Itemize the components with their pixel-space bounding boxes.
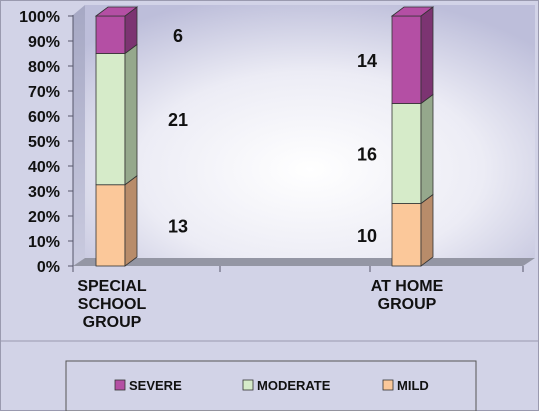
legend: SEVERE MODERATE MILD — [65, 360, 477, 411]
bar-side-face — [420, 93, 434, 205]
y-tick-label: 100% — [19, 9, 60, 26]
x-category-label: SPECIAL SCHOOL GROUP — [77, 278, 147, 331]
plot-side-wall — [73, 5, 85, 266]
legend-label: MILD — [397, 378, 429, 393]
bar-severe-1 — [94, 6, 139, 55]
y-tick-label: 50% — [28, 134, 60, 151]
y-tick-label: 40% — [28, 159, 60, 176]
legend-label: MODERATE — [257, 378, 331, 393]
data-label-severe: 14 — [357, 51, 377, 71]
data-label-mild: 13 — [168, 216, 188, 236]
bars — [94, 6, 435, 267]
bar-moderate-2 — [391, 93, 434, 205]
legend-swatch — [114, 379, 126, 391]
plot-area — [72, 5, 535, 266]
y-tick-label: 70% — [28, 84, 60, 101]
x-axis-ticks — [72, 266, 524, 272]
legend-swatch — [242, 379, 254, 391]
y-tick-label: 0% — [37, 259, 60, 276]
bar-severe-2 — [390, 6, 435, 105]
data-label-moderate: 16 — [357, 145, 377, 165]
bar-front-face — [95, 184, 126, 267]
data-labels: 13 21 6 10 16 14 — [168, 26, 377, 246]
data-label-severe: 6 — [173, 26, 183, 46]
y-tick-label: 60% — [28, 109, 60, 126]
bar-front-face — [391, 203, 422, 267]
bar-side-face — [124, 43, 138, 186]
y-tick-label: 90% — [28, 34, 60, 51]
y-axis-ticks: 0% 10% 20% 30% 40% 50% 60% 70% 80% 90% 100% — [19, 9, 73, 276]
bar-moderate-1 — [95, 43, 138, 186]
legend-item-mild: MILD — [382, 378, 429, 393]
bar-front-face — [95, 53, 126, 186]
bar-front-face — [391, 103, 422, 204]
bar-front-face — [391, 15, 422, 104]
bar-side-face — [124, 174, 138, 267]
legend-item-severe: SEVERE — [114, 378, 182, 393]
x-axis-labels: SPECIAL SCHOOL GROUP AT HOME GROUP — [77, 278, 443, 331]
bar-side-face — [420, 193, 434, 267]
legend-swatch — [382, 379, 394, 391]
y-tick-label: 20% — [28, 209, 60, 226]
y-tick-label: 80% — [28, 59, 60, 76]
bar-top-face — [94, 6, 139, 17]
legend-label: SEVERE — [129, 378, 182, 393]
plot-floor — [73, 258, 535, 266]
x-category-label: AT HOME GROUP — [371, 278, 444, 313]
bar-mild-1 — [95, 174, 138, 267]
bar-mild-2 — [391, 193, 434, 267]
legend-box — [65, 360, 477, 411]
plot-back-wall — [85, 5, 535, 258]
data-label-moderate: 21 — [168, 110, 188, 130]
y-tick-label: 10% — [28, 234, 60, 251]
y-tick-label: 30% — [28, 184, 60, 201]
bar-front-face — [95, 15, 126, 54]
bar-side-face — [420, 6, 434, 105]
data-label-mild: 10 — [357, 226, 377, 246]
bar-top-face — [390, 6, 435, 17]
legend-item-moderate: MODERATE — [242, 378, 331, 393]
